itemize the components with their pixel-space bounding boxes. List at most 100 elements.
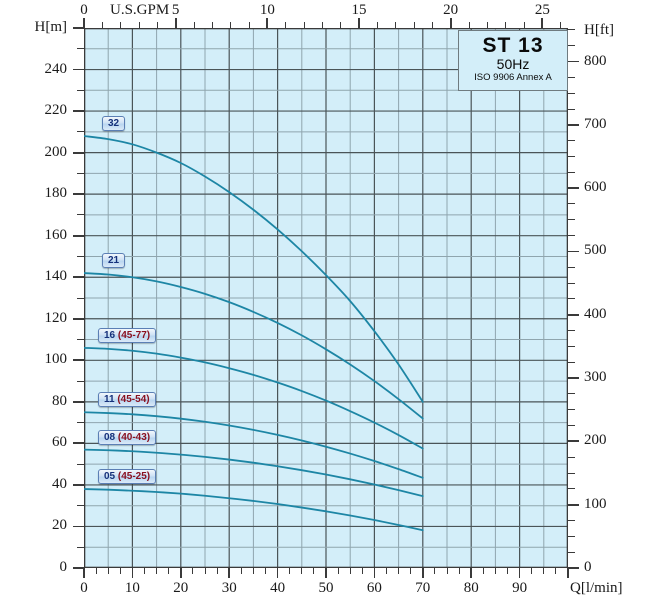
bottom-axis-tick <box>156 568 157 574</box>
right-axis-tick <box>568 172 575 173</box>
right-axis-tick-label: 500 <box>584 242 634 259</box>
right-axis-tick <box>568 488 575 489</box>
standard-label: ISO 9906 Annex A <box>459 72 567 84</box>
left-axis-tick-label: 160 <box>9 227 67 244</box>
top-axis-tick <box>377 22 378 28</box>
right-axis-tick <box>568 346 575 347</box>
bottom-axis-tick <box>555 568 556 574</box>
curve-label-main: 08 <box>104 432 115 443</box>
top-axis-tick-label: 10 <box>247 2 287 19</box>
left-axis-tick <box>73 276 84 278</box>
bottom-axis-tick <box>495 568 496 574</box>
top-axis-tick <box>395 22 396 28</box>
bottom-axis-tick <box>459 568 460 574</box>
top-axis-tick <box>266 18 268 28</box>
right-axis-tick <box>568 298 575 299</box>
bottom-axis-tick <box>253 568 254 574</box>
top-axis-tick <box>560 22 561 28</box>
bottom-axis-tick <box>447 568 448 574</box>
title-box: ST 13 50Hz ISO 9906 Annex A <box>458 30 568 91</box>
top-axis-tick <box>157 22 158 28</box>
right-axis-tick <box>568 536 575 537</box>
bottom-axis-tick-label: 0 <box>64 580 104 597</box>
performance-curves <box>84 28 568 568</box>
bottom-axis-tick-label: 90 <box>500 580 540 597</box>
bottom-axis-tick <box>301 568 302 574</box>
left-axis-tick <box>77 173 84 174</box>
left-axis-tick <box>73 152 84 154</box>
bottom-axis-tick <box>120 568 121 574</box>
right-axis-tick <box>568 440 579 442</box>
left-axis-tick <box>73 359 84 361</box>
curve-label-main: 16 <box>104 330 115 341</box>
top-axis-tick <box>487 22 488 28</box>
right-axis-tick-label: 800 <box>584 53 634 70</box>
bottom-axis-tick <box>277 568 279 578</box>
bottom-axis-tick <box>338 568 339 574</box>
top-axis-tick <box>212 22 213 28</box>
curve-label-08: 08 (40-43) <box>98 430 156 445</box>
left-axis-tick-label: 120 <box>9 310 67 327</box>
right-axis-tick <box>568 520 575 521</box>
top-axis-name: U.S.GPM <box>110 2 169 19</box>
left-axis-tick-label: 20 <box>9 517 67 534</box>
left-axis-tick-label: 240 <box>9 61 67 78</box>
left-axis-tick-label: 80 <box>9 393 67 410</box>
bottom-axis-tick <box>96 568 97 574</box>
bottom-axis-tick <box>531 568 532 574</box>
bottom-axis-tick-label: 50 <box>306 580 346 597</box>
left-axis-tick <box>73 484 84 486</box>
bottom-axis-tick-label: 10 <box>112 580 152 597</box>
top-axis-tick <box>285 22 286 28</box>
right-axis-tick-label: 200 <box>584 432 634 449</box>
left-axis-tick-label: 200 <box>9 144 67 161</box>
right-axis-tick <box>568 457 575 458</box>
left-axis-tick-label: 220 <box>9 102 67 119</box>
left-axis-tick <box>77 422 84 423</box>
bottom-axis-tick <box>217 568 218 574</box>
top-axis-tick <box>322 22 323 28</box>
right-axis-tick <box>568 77 575 78</box>
bottom-axis-tick <box>325 568 327 578</box>
right-axis-tick <box>568 61 579 63</box>
bottom-axis-tick <box>132 568 134 578</box>
right-axis-tick <box>568 393 575 394</box>
left-axis-tick <box>73 193 84 195</box>
left-axis-tick-label: 180 <box>9 185 67 202</box>
bottom-axis-tick <box>374 568 376 578</box>
bottom-axis-tick <box>543 568 544 574</box>
bottom-axis-tick <box>108 568 109 574</box>
left-axis-tick <box>77 381 84 382</box>
right-axis-tick <box>568 267 575 268</box>
bottom-axis-tick <box>422 568 424 578</box>
right-axis-tick-label: 600 <box>584 179 634 196</box>
bottom-axis-tick <box>519 568 521 578</box>
pump-curve-chart: 0510152025U.S.GPM0102030405060708090Q[l/… <box>0 0 667 600</box>
bottom-axis-tick <box>483 568 484 574</box>
right-axis-tick <box>568 187 579 189</box>
left-axis-tick-label: 40 <box>9 476 67 493</box>
bottom-axis-tick <box>228 568 230 578</box>
left-axis-tick <box>77 90 84 91</box>
bottom-axis-tick-label: 20 <box>161 580 201 597</box>
left-axis-tick <box>73 235 84 237</box>
top-axis-tick <box>139 22 140 28</box>
right-axis-tick-label: 100 <box>584 496 634 513</box>
top-axis-tick <box>175 18 177 28</box>
left-axis-tick <box>73 27 84 29</box>
bottom-axis-tick-label: 40 <box>258 580 298 597</box>
right-axis-tick <box>568 45 575 46</box>
top-axis-tick-label: 15 <box>339 2 379 19</box>
curve-label-main: 05 <box>104 471 115 482</box>
top-axis-tick <box>230 22 231 28</box>
bottom-axis-tick <box>362 568 363 574</box>
bottom-axis-tick <box>144 568 145 574</box>
right-axis-tick <box>568 109 575 110</box>
right-axis-tick <box>568 377 579 379</box>
top-axis-tick-label: 20 <box>431 2 471 19</box>
right-axis-tick <box>568 251 579 253</box>
top-axis-tick <box>541 18 543 28</box>
bottom-axis-tick <box>205 568 206 574</box>
bottom-axis-tick-label: 80 <box>451 580 491 597</box>
left-axis-tick-label: 60 <box>9 434 67 451</box>
